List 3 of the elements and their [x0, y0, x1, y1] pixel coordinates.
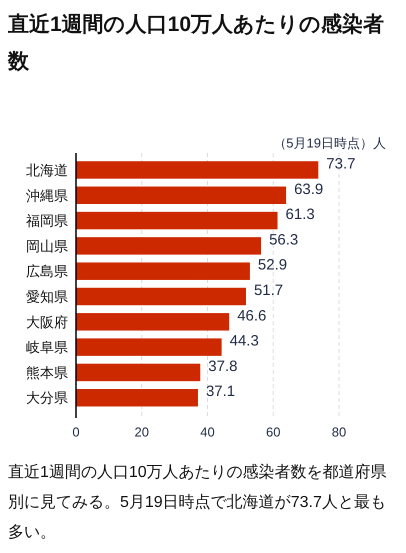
title: 直近1週間の人口10万人あたりの感染者数 — [8, 12, 386, 75]
x-axis-title: （5月19日時点）人 — [273, 136, 386, 150]
annotation: 直近1週間の人口10万人あたりの感染者数を都道府県別に見てみる。5月19日時点で北海道が73.7人と最も多い。 — [8, 462, 388, 543]
